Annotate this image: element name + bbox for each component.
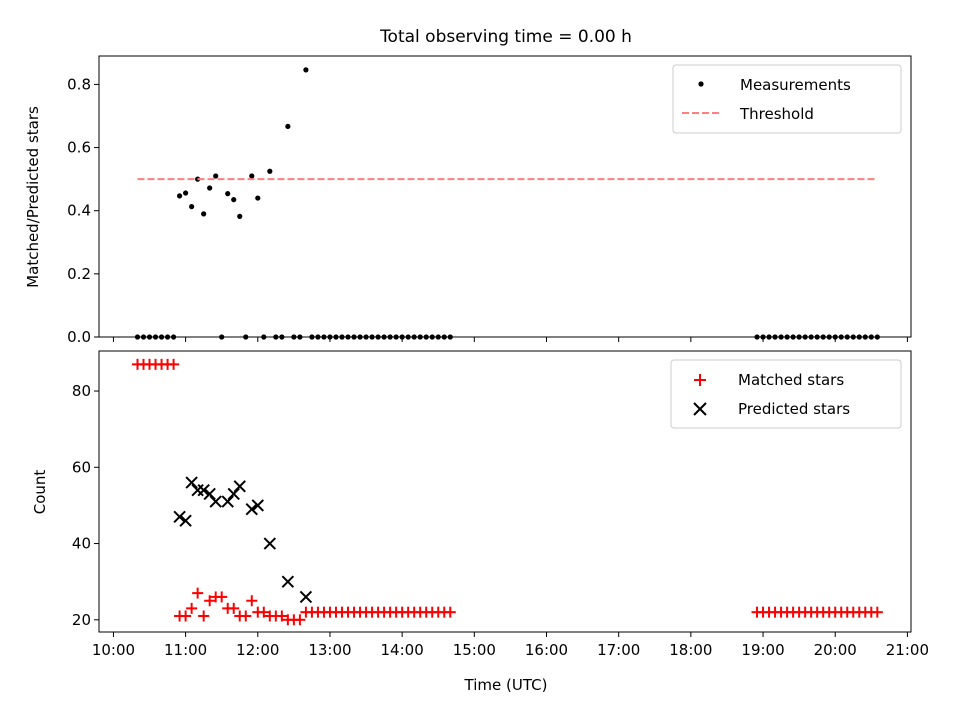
panel-ratio: 0.00.20.40.60.8 Matched/Predicted stars … [24,55,912,346]
predicted-stars-point [209,495,222,508]
predicted-stars-point [251,499,264,512]
x-tick-label: 12:00 [236,641,279,659]
predicted-stars-point [299,590,313,604]
measurements-point [176,193,183,199]
legend-measurements-label: Measurements [740,76,851,94]
predicted-stars-point [179,514,192,527]
matched-stars-point [228,602,240,614]
measurements-point [231,197,237,203]
ratio-plot-frame [98,55,912,338]
x-tick-label: 15:00 [453,641,496,659]
y-tick-label: 0.0 [67,328,91,346]
legend-threshold-label: Threshold [739,105,814,123]
matched-stars-point [192,587,204,599]
measurements-point [189,204,195,210]
counts-plot-frame [98,350,912,633]
counts-legend-box [670,359,902,429]
matched-stars-point [276,610,288,622]
counts-y-ticks: 20 40 60 80 [72,382,99,629]
matched-stars-point [198,610,210,622]
predicted-stars-point [233,480,246,493]
matched-stars-point [186,602,198,614]
measurements-point [207,185,213,191]
y-tick-label: 0.2 [67,265,91,283]
x-tick-label: 16:00 [525,641,568,659]
predicted-stars-point [191,483,204,497]
matched-stars-point [294,614,306,626]
x-tick-label: 21:00 [886,641,929,659]
ratio-y-axis-label: Matched/Predicted stars [24,106,42,288]
measurements-point [249,173,255,179]
y-tick-label: 40 [72,535,91,553]
measurements-point [183,190,189,196]
predicted-stars-point [197,483,210,497]
x-tick-label: 20:00 [814,641,857,659]
x-tick-label: 10:00 [92,641,135,659]
measurements-point [285,123,291,130]
x-axis-label: Time (UTC) [464,676,548,694]
legend-predicted-label: Predicted stars [738,400,850,418]
y-tick-label: 80 [72,382,91,400]
counts-legend: Matched stars Predicted stars [670,359,902,429]
predicted-stars-point [185,476,198,489]
predicted-stars-point [221,495,234,508]
x-tick-label: 11:00 [164,641,207,659]
legend-matched-label: Matched stars [738,371,844,389]
legend-measurements-marker [698,81,704,87]
ratio-x-ticks [112,337,908,342]
x-tick-label: 13:00 [308,641,351,659]
ratio-plot-marks [134,67,880,340]
matched-stars-point [258,606,270,618]
y-tick-label: 0.4 [67,202,91,220]
measurements-point [267,168,273,174]
x-tick-label: 18:00 [669,641,712,659]
measurements-point [201,211,207,217]
predicted-stars-point [263,537,277,550]
predicted-stars-point [203,487,216,501]
counts-y-axis-label: Count [31,470,49,515]
counts-x-ticks: 10:00 11:00 12:00 13:00 14:00 15:00 16:00 17:00… [92,632,929,659]
measurements-point [237,213,243,219]
y-tick-label: 0.8 [67,75,91,93]
matched-stars-point [444,606,456,618]
predicted-stars-point [173,510,186,524]
x-tick-label: 14:00 [381,641,424,659]
matched-stars-point [240,610,252,622]
legend-matched-marker [694,374,706,386]
predicted-stars-point [245,503,258,516]
ratio-legend: Measurements Threshold [672,64,902,134]
predicted-stars-point [227,487,240,501]
counts-plot-marks [131,358,883,626]
measurements-point [225,191,231,197]
ratio-legend-box [672,64,902,134]
x-tick-label: 19:00 [741,641,784,659]
measurements-point [255,195,261,201]
matched-stars-point [180,610,192,622]
matched-stars-point [204,595,216,607]
matched-stars-point [871,606,883,618]
legend-predicted-marker [693,402,707,416]
y-tick-label: 0.6 [67,139,91,157]
chart-title: Total observing time = 0.00 h [379,27,632,47]
measurements-point [303,67,309,73]
measurements-point [213,173,219,179]
y-tick-label: 20 [72,611,91,629]
x-tick-label: 17:00 [597,641,640,659]
matched-stars-point [246,595,258,607]
y-tick-label: 60 [72,458,91,476]
matched-stars-point [168,358,180,370]
ratio-y-ticks: 0.0 0.2 0.4 0.6 0.8 [67,75,99,346]
predicted-stars-point [281,575,295,588]
matched-stars-point [216,591,228,603]
